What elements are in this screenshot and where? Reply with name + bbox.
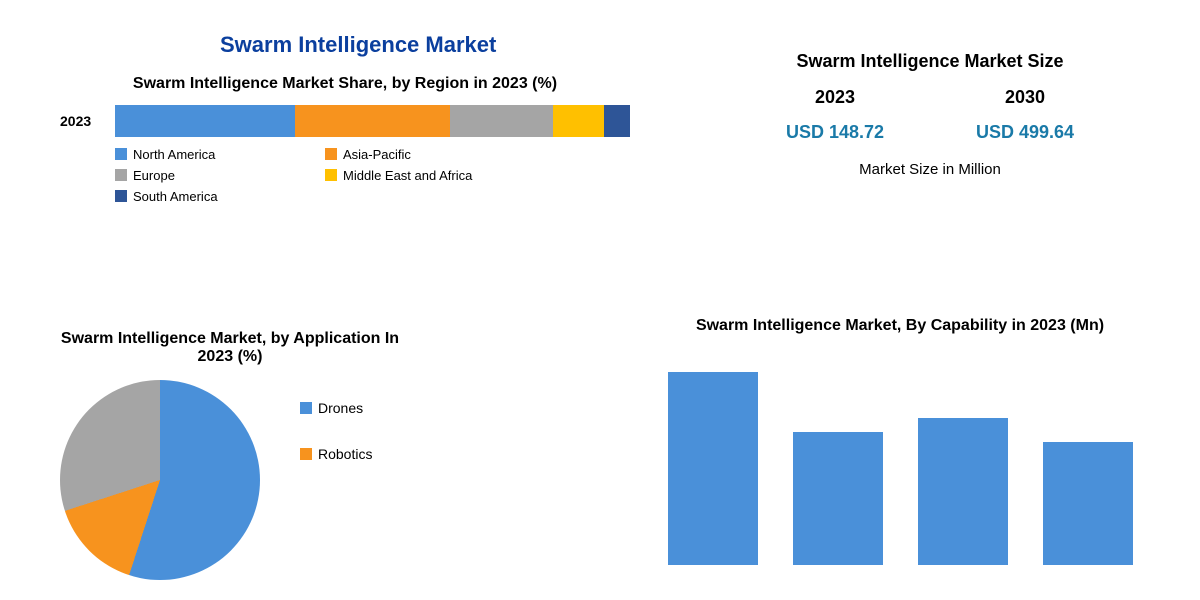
- legend-label: Robotics: [318, 446, 372, 462]
- market-size-value: USD 148.72: [755, 122, 915, 143]
- stacked-bar-year-label: 2023: [60, 113, 115, 129]
- legend-item: Robotics: [300, 446, 480, 462]
- application-chart: Swarm Intelligence Market, by Applicatio…: [60, 330, 640, 580]
- legend-item: North America: [115, 147, 295, 162]
- legend-swatch: [300, 448, 312, 460]
- legend-swatch: [300, 402, 312, 414]
- stacked-bar-row: 2023: [60, 105, 630, 137]
- pie-chart: [60, 380, 260, 580]
- market-size-unit: Market Size in Million: [740, 161, 1120, 178]
- legend-item: Middle East and Africa: [325, 168, 505, 183]
- legend-label: Asia-Pacific: [343, 147, 411, 162]
- market-size-col-2030: 2030 USD 499.64: [945, 87, 1105, 143]
- application-legend: Drones Robotics: [300, 380, 480, 462]
- stacked-bar-segment: [450, 105, 553, 137]
- region-share-chart: Swarm Intelligence Market Share, by Regi…: [60, 74, 630, 204]
- legend-item: Asia-Pacific: [325, 147, 505, 162]
- market-size-col-2023: 2023 USD 148.72: [755, 87, 915, 143]
- stacked-bar-segment: [115, 105, 295, 137]
- market-size-year: 2023: [755, 87, 915, 108]
- market-size-year: 2030: [945, 87, 1105, 108]
- legend-item: Europe: [115, 168, 295, 183]
- legend-label: North America: [133, 147, 215, 162]
- capability-bar: [793, 432, 883, 565]
- market-size-title: Swarm Intelligence Market Size: [740, 50, 1120, 73]
- market-size-block: Swarm Intelligence Market Size 2023 USD …: [740, 50, 1120, 178]
- legend-swatch: [325, 148, 337, 160]
- capability-chart-title: Swarm Intelligence Market, By Capability…: [640, 316, 1160, 337]
- capability-chart: Swarm Intelligence Market, By Capability…: [640, 316, 1160, 565]
- legend-swatch: [325, 169, 337, 181]
- capability-bar: [668, 372, 758, 565]
- stacked-bar-segment: [295, 105, 450, 137]
- stacked-bar-segment: [553, 105, 605, 137]
- stacked-bar: [115, 105, 630, 137]
- application-chart-title: Swarm Intelligence Market, by Applicatio…: [60, 330, 400, 366]
- legend-swatch: [115, 169, 127, 181]
- legend-label: Drones: [318, 400, 363, 416]
- capability-bar: [918, 418, 1008, 565]
- market-size-value: USD 499.64: [945, 122, 1105, 143]
- stacked-bar-segment: [604, 105, 630, 137]
- legend-swatch: [115, 190, 127, 202]
- capability-bar: [1043, 442, 1133, 565]
- legend-item: Drones: [300, 400, 480, 416]
- capability-chart-bars: [640, 355, 1160, 565]
- region-chart-title: Swarm Intelligence Market Share, by Regi…: [60, 74, 630, 95]
- page-title: Swarm Intelligence Market: [220, 32, 496, 58]
- legend-swatch: [115, 148, 127, 160]
- legend-item: South America: [115, 189, 295, 204]
- market-size-row: 2023 USD 148.72 2030 USD 499.64: [740, 87, 1120, 143]
- legend-label: Middle East and Africa: [343, 168, 472, 183]
- region-legend: North America Asia-Pacific Europe Middle Ea…: [60, 147, 630, 204]
- legend-label: South America: [133, 189, 218, 204]
- legend-label: Europe: [133, 168, 175, 183]
